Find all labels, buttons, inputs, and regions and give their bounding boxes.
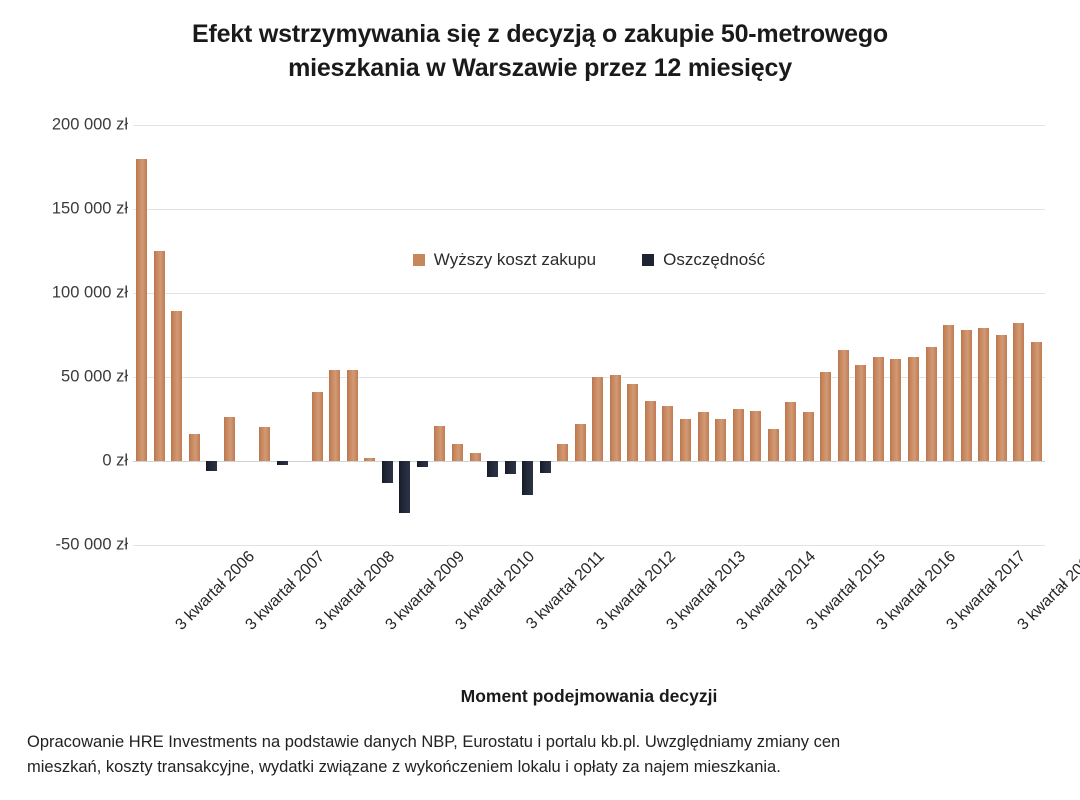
bar [785, 402, 797, 461]
bar [188, 434, 200, 461]
bar [539, 461, 551, 473]
gridline-200000 [133, 125, 1045, 126]
bar [609, 375, 621, 461]
bar [732, 408, 744, 461]
y-axis-tick-label: -50 000 zł [55, 535, 128, 554]
chart-title-line-2: mieszkania w Warszawie przez 12 miesięcy [288, 53, 792, 82]
bar [399, 461, 411, 514]
bar [627, 383, 639, 461]
bar [557, 444, 569, 461]
bar [329, 370, 341, 461]
gridline-150000 [133, 209, 1045, 210]
bar [223, 417, 235, 461]
bar [487, 461, 499, 477]
bar [925, 346, 937, 461]
legend-swatch-savings-icon [642, 254, 655, 266]
bar [522, 461, 534, 495]
y-axis-tick-label: 200 000 zł [51, 115, 128, 134]
bar [750, 410, 762, 461]
legend-item-higher-cost: Wyższy koszt zakupu [412, 250, 597, 270]
gridline--50000 [133, 545, 1045, 546]
bar [715, 419, 727, 461]
plot-area [133, 125, 1045, 546]
bar [890, 358, 902, 461]
bar [907, 356, 919, 461]
bar [153, 251, 165, 461]
bar [820, 371, 832, 461]
y-axis-tick-label: 0 zł [102, 451, 128, 470]
source-footnote: Opracowanie HRE Investments na podstawie… [27, 730, 1047, 780]
bar [943, 324, 955, 461]
bar [434, 425, 446, 461]
bar [855, 365, 867, 461]
legend-label-savings: Oszczędność [663, 250, 766, 269]
bar [259, 427, 271, 461]
gridline-0 [133, 461, 1045, 462]
bar [574, 424, 586, 461]
bar [451, 444, 463, 461]
bar [1030, 341, 1042, 461]
bar [662, 405, 674, 461]
bar [276, 461, 288, 466]
bar [995, 335, 1007, 461]
legend-swatch-higher-cost-icon [412, 254, 425, 266]
bar [206, 461, 218, 472]
gridline-50000 [133, 377, 1045, 378]
bar [767, 429, 779, 461]
x-axis-title: Moment podejmowania decyzji [460, 686, 718, 706]
bar [346, 370, 358, 461]
y-axis: 200 000 zł 150 000 zł 100 000 zł 50 000 zł 0… [0, 0, 128, 800]
bar [837, 350, 849, 461]
bar [136, 158, 148, 461]
bars-group [133, 125, 1045, 545]
bar [592, 377, 604, 461]
bar [679, 419, 691, 461]
bar [872, 356, 884, 461]
x-axis: 3 kwartał 2006 3 kwartał 2007 3 kwartał 20… [133, 548, 1080, 658]
chart-legend: Wyższy koszt zakupu Oszczędność [133, 250, 1045, 270]
bar [504, 461, 516, 475]
bar [802, 412, 814, 461]
bar [311, 392, 323, 461]
bar [381, 461, 393, 483]
bar [171, 311, 183, 461]
gridline-100000 [133, 293, 1045, 294]
bar [978, 328, 990, 461]
bar [364, 458, 376, 461]
bar [697, 412, 709, 461]
source-footnote-line-1: Opracowanie HRE Investments na podstawie… [27, 733, 841, 751]
y-axis-tick-label: 150 000 zł [51, 199, 128, 218]
legend-label-higher-cost: Wyższy koszt zakupu [433, 250, 597, 269]
legend-item-savings: Oszczędność [642, 250, 765, 270]
chart-title: Efekt wstrzymywania się z decyzją o zaku… [90, 18, 990, 86]
bar [469, 452, 481, 461]
source-footnote-line-2: mieszkań, koszty transakcyjne, wydatki z… [27, 757, 781, 776]
bar [960, 329, 972, 461]
y-axis-tick-label: 50 000 zł [61, 367, 128, 386]
bar [416, 461, 428, 467]
chart-title-line-1: Efekt wstrzymywania się z decyzją o zaku… [191, 20, 888, 48]
bar [644, 400, 656, 461]
bar [1013, 323, 1025, 461]
y-axis-tick-label: 100 000 zł [51, 283, 128, 302]
